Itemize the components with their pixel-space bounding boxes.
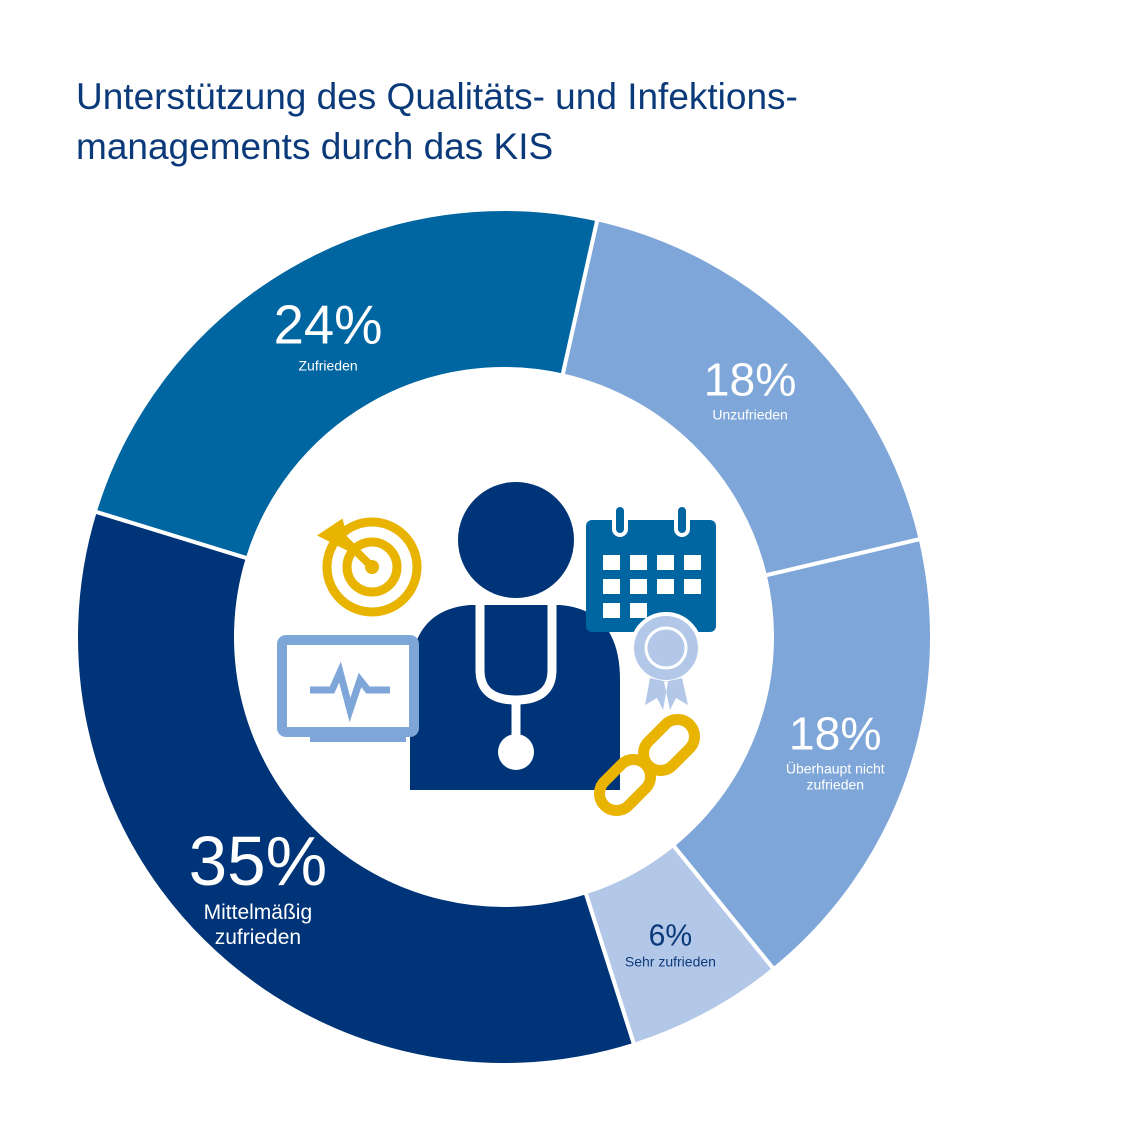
chain-link <box>638 714 700 776</box>
calendar <box>612 503 628 537</box>
target <box>342 537 402 597</box>
rosette <box>644 626 688 670</box>
donut-segment <box>560 216 924 579</box>
donut-segment <box>92 207 600 561</box>
category-label: Zufrieden <box>298 357 358 374</box>
title-line: managements durch das KIS <box>76 126 554 167</box>
segment-label: 18% Unzufrieden <box>675 353 825 422</box>
monitor-pulse <box>310 661 390 723</box>
segment-label: 35% Mittelmäßig zufrieden <box>183 822 333 950</box>
value-label: 18% <box>703 353 797 406</box>
category-label: Sehr zufrieden <box>624 954 716 971</box>
value-label: 18% <box>788 707 882 760</box>
value-label: 35% <box>188 821 328 900</box>
category-label: Unzufrieden <box>712 406 788 423</box>
donut-segment <box>74 508 637 1067</box>
monitor <box>277 635 419 737</box>
target <box>322 517 422 617</box>
title-line: Unterstützung des Qualitäts- und Infekti… <box>76 76 798 117</box>
segment-label: 18% Überhaupt nicht zufrieden <box>760 707 910 792</box>
ring <box>74 207 934 1067</box>
category-label: Mittelmäßig zufrieden <box>203 901 313 949</box>
segment-label: 24% Zufrieden <box>253 295 403 374</box>
rosette-ribbon <box>645 678 688 710</box>
value-label: 24% <box>273 295 383 357</box>
value-label: 6% <box>648 919 693 953</box>
calendar-grid <box>603 555 701 618</box>
person-head <box>458 482 574 598</box>
calendar <box>674 503 690 537</box>
stethoscope <box>498 734 534 770</box>
icons <box>277 482 716 816</box>
donut-segment <box>670 536 934 973</box>
category-label: Überhaupt nicht zufrieden <box>785 760 885 793</box>
monitor-stand <box>310 730 406 742</box>
target-arrow <box>317 518 375 570</box>
segment-label: 6% Sehr zufrieden <box>595 920 745 971</box>
